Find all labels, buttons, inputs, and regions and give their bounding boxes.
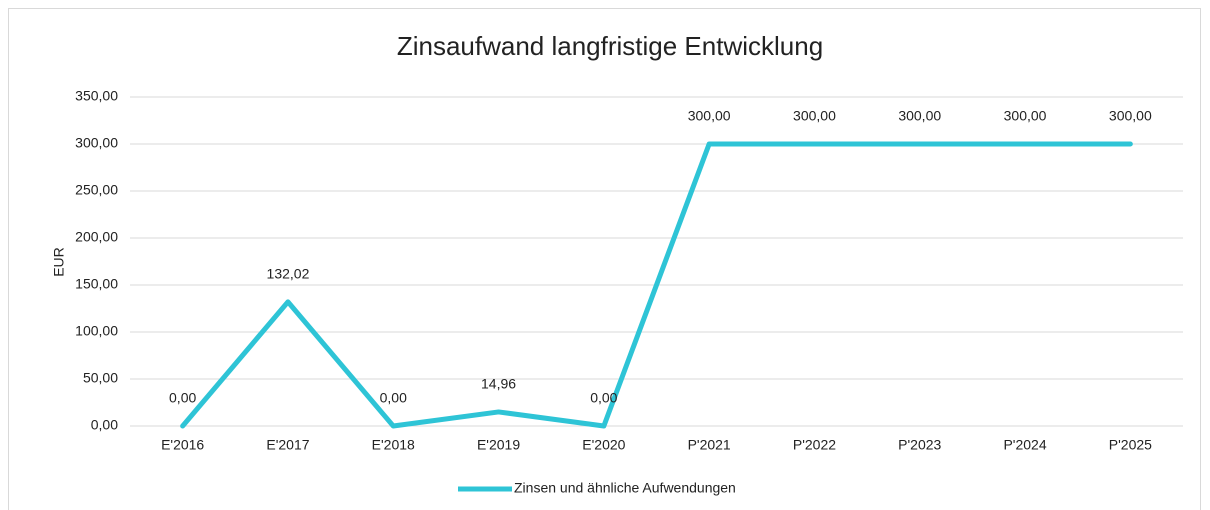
x-tick-label: E'2019 — [477, 437, 520, 453]
data-label: 300,00 — [1004, 108, 1047, 124]
x-tick-label: E'2016 — [161, 437, 204, 453]
x-tick-label: E'2017 — [266, 437, 309, 453]
data-label: 0,00 — [380, 390, 407, 406]
x-tick-label: P'2022 — [793, 437, 836, 453]
data-label: 14,96 — [481, 376, 516, 392]
y-tick-label: 150,00 — [75, 276, 118, 292]
data-label: 0,00 — [590, 390, 617, 406]
x-tick-label: P'2024 — [1003, 437, 1046, 453]
data-label: 300,00 — [793, 108, 836, 124]
y-tick-label: 100,00 — [75, 323, 118, 339]
y-axis-label: EUR — [51, 247, 67, 277]
data-label: 132,02 — [267, 266, 310, 282]
y-tick-label: 200,00 — [75, 229, 118, 245]
y-tick-label: 300,00 — [75, 135, 118, 151]
y-tick-label: 0,00 — [91, 417, 118, 433]
data-line — [180, 141, 1133, 429]
x-tick-label: P'2025 — [1109, 437, 1152, 453]
chart-title: Zinsaufwand langfristige Entwicklung — [397, 31, 823, 61]
y-tick-label: 250,00 — [75, 182, 118, 198]
x-tick-label: P'2023 — [898, 437, 941, 453]
data-label: 300,00 — [688, 108, 731, 124]
data-label: 0,00 — [169, 390, 196, 406]
y-tick-label: 50,00 — [83, 370, 118, 386]
x-tick-label: P'2021 — [688, 437, 731, 453]
x-tick-label: E'2018 — [372, 437, 415, 453]
data-label: 300,00 — [898, 108, 941, 124]
x-tick-label: E'2020 — [582, 437, 625, 453]
chart-frame — [8, 8, 1201, 510]
data-label: 300,00 — [1109, 108, 1152, 124]
y-tick-label: 350,00 — [75, 88, 118, 104]
legend-label: Zinsen und ähnliche Aufwendungen — [514, 480, 736, 496]
